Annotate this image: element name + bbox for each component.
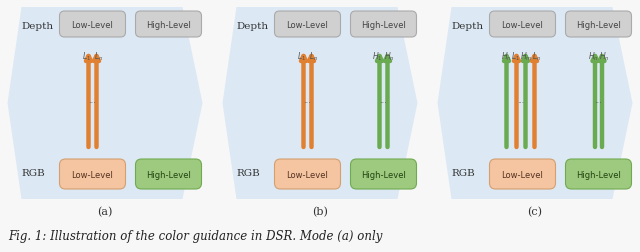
Text: High-Level: High-Level [361, 20, 406, 29]
Text: $L_n$: $L_n$ [94, 50, 103, 62]
Text: ...: ... [88, 95, 97, 104]
Text: Low-Level: Low-Level [72, 170, 113, 179]
Text: Depth: Depth [237, 21, 269, 30]
FancyBboxPatch shape [136, 159, 202, 189]
Polygon shape [438, 8, 632, 199]
Text: (b): (b) [312, 206, 328, 216]
Text: ...: ... [380, 95, 387, 104]
Text: $L_1$: $L_1$ [511, 50, 520, 62]
Text: $L_1$: $L_1$ [82, 50, 91, 62]
Polygon shape [223, 8, 417, 199]
Text: High-Level: High-Level [146, 170, 191, 179]
Text: $L_n$: $L_n$ [309, 50, 318, 62]
FancyBboxPatch shape [351, 159, 417, 189]
Text: $H_n$: $H_n$ [501, 50, 512, 62]
Text: $H_n$: $H_n$ [588, 50, 598, 62]
Text: High-Level: High-Level [576, 20, 621, 29]
Text: High-Level: High-Level [146, 20, 191, 29]
Text: High-Level: High-Level [576, 170, 621, 179]
Text: $L_n$: $L_n$ [532, 50, 541, 62]
FancyBboxPatch shape [351, 12, 417, 38]
Text: Low-Level: Low-Level [72, 20, 113, 29]
Text: Low-Level: Low-Level [287, 170, 328, 179]
FancyBboxPatch shape [490, 12, 556, 38]
Text: ...: ... [303, 95, 312, 104]
Text: RGB: RGB [22, 169, 45, 178]
Text: Depth: Depth [22, 21, 54, 30]
FancyBboxPatch shape [566, 159, 632, 189]
Text: Low-Level: Low-Level [287, 20, 328, 29]
Text: Fig. 1: Illustration of the color guidance in DSR. Mode (a) only: Fig. 1: Illustration of the color guidan… [8, 229, 382, 242]
Text: (c): (c) [527, 206, 543, 216]
Text: RGB: RGB [237, 169, 260, 178]
FancyBboxPatch shape [566, 12, 632, 38]
Text: ...: ... [517, 95, 525, 104]
Text: (a): (a) [97, 206, 113, 216]
Text: $H_1$: $H_1$ [372, 50, 383, 62]
Text: Depth: Depth [451, 21, 484, 30]
FancyBboxPatch shape [275, 12, 340, 38]
FancyBboxPatch shape [490, 159, 556, 189]
Text: $L_1$: $L_1$ [297, 50, 306, 62]
Text: High-Level: High-Level [361, 170, 406, 179]
Text: $H_n$: $H_n$ [598, 50, 609, 62]
Text: $H_m$: $H_m$ [520, 50, 533, 62]
FancyBboxPatch shape [60, 12, 125, 38]
Text: Low-Level: Low-Level [502, 20, 543, 29]
Text: ...: ... [595, 95, 602, 104]
FancyBboxPatch shape [136, 12, 202, 38]
FancyBboxPatch shape [275, 159, 340, 189]
Text: $H_n$: $H_n$ [384, 50, 395, 62]
Text: Low-Level: Low-Level [502, 170, 543, 179]
Polygon shape [8, 8, 202, 199]
FancyBboxPatch shape [60, 159, 125, 189]
Text: RGB: RGB [451, 169, 476, 178]
